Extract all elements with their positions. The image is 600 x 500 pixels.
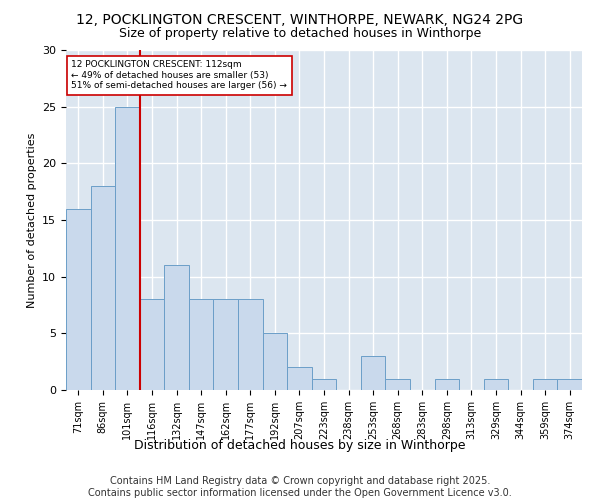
- Bar: [140, 300, 164, 390]
- Bar: [557, 378, 582, 390]
- Bar: [434, 378, 459, 390]
- Bar: [164, 266, 189, 390]
- Bar: [214, 300, 238, 390]
- Bar: [484, 378, 508, 390]
- Bar: [238, 300, 263, 390]
- Bar: [287, 368, 312, 390]
- Text: 12, POCKLINGTON CRESCENT, WINTHORPE, NEWARK, NG24 2PG: 12, POCKLINGTON CRESCENT, WINTHORPE, NEW…: [76, 12, 524, 26]
- Bar: [263, 334, 287, 390]
- Y-axis label: Number of detached properties: Number of detached properties: [26, 132, 37, 308]
- Bar: [115, 106, 140, 390]
- Bar: [189, 300, 214, 390]
- Bar: [91, 186, 115, 390]
- Text: Size of property relative to detached houses in Winthorpe: Size of property relative to detached ho…: [119, 28, 481, 40]
- Text: Distribution of detached houses by size in Winthorpe: Distribution of detached houses by size …: [134, 440, 466, 452]
- Bar: [312, 378, 336, 390]
- Text: Contains HM Land Registry data © Crown copyright and database right 2025.
Contai: Contains HM Land Registry data © Crown c…: [88, 476, 512, 498]
- Bar: [66, 208, 91, 390]
- Bar: [533, 378, 557, 390]
- Bar: [385, 378, 410, 390]
- Text: 12 POCKLINGTON CRESCENT: 112sqm
← 49% of detached houses are smaller (53)
51% of: 12 POCKLINGTON CRESCENT: 112sqm ← 49% of…: [71, 60, 287, 90]
- Bar: [361, 356, 385, 390]
